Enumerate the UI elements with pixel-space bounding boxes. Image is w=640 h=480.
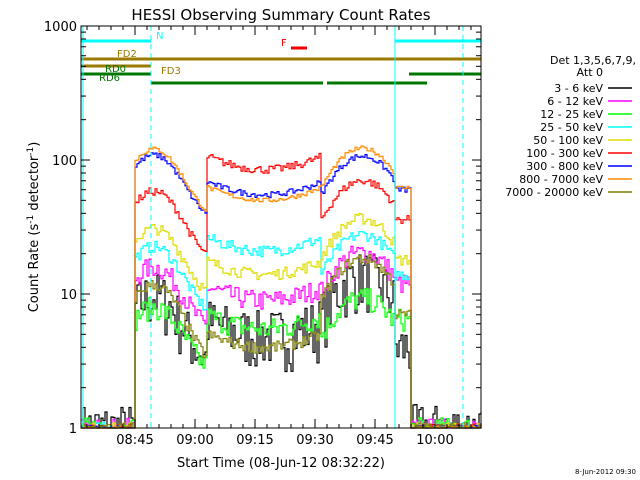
legend-label: 300 - 800 keV bbox=[526, 160, 603, 173]
series-lines bbox=[81, 145, 482, 429]
legend-label: 800 - 7000 keV bbox=[519, 173, 603, 186]
segment-markers bbox=[82, 26, 464, 428]
x-tick-label: 09:45 bbox=[356, 433, 393, 448]
legend-label: 12 - 25 keV bbox=[540, 108, 603, 121]
x-tick-label: 09:30 bbox=[296, 433, 333, 448]
series-line bbox=[81, 152, 482, 429]
y-label-part-2: detector bbox=[27, 155, 42, 215]
x-axis-label: Start Time (08-Jun-12 08:32:22) bbox=[177, 456, 385, 471]
series-line bbox=[81, 287, 481, 429]
y-label-sup-1: -1 bbox=[26, 215, 36, 224]
flag-label: RD6 bbox=[99, 73, 120, 84]
y-axis-label: Count Rate (s-1 detector-1) bbox=[26, 142, 42, 313]
series-line bbox=[81, 245, 482, 429]
x-tick-label: 09:15 bbox=[236, 433, 273, 448]
legend-label: 25 - 50 keV bbox=[540, 121, 603, 134]
series-line bbox=[81, 152, 481, 429]
series-line bbox=[81, 231, 482, 429]
y-tick-label: 1000 bbox=[44, 20, 77, 35]
flag-label: N bbox=[156, 31, 163, 42]
legend-title-line-2: Att 0 bbox=[577, 66, 603, 79]
flag-label: FD2 bbox=[117, 49, 137, 60]
y-label-sup-2: -1 bbox=[26, 147, 36, 156]
series-line bbox=[81, 254, 482, 429]
x-tick-label: 08:45 bbox=[116, 433, 153, 448]
timestamp: 8-Jun-2012 09:30 bbox=[575, 468, 636, 476]
y-tick-label: 1 bbox=[69, 422, 77, 437]
chart-title: HESSI Observing Summary Count Rates bbox=[131, 6, 430, 24]
legend-label: 7000 - 20000 keV bbox=[505, 186, 603, 199]
flag-label: FD3 bbox=[161, 66, 181, 77]
x-axis-ticks: 08:45 09:00 09:15 09:30 09:45 10:00 bbox=[86, 26, 472, 448]
y-axis-ticks: 1 10 100 1000 bbox=[44, 20, 481, 437]
legend-title-line-1: Det 1,3,5,6,7,9, bbox=[550, 54, 636, 67]
flag-label: RD0 bbox=[105, 64, 126, 75]
y-label-part-1: Count Rate (s bbox=[27, 224, 42, 313]
legend-label: 50 - 100 keV bbox=[533, 134, 603, 147]
y-tick-label: 10 bbox=[60, 288, 77, 303]
legend-label: 3 - 6 keV bbox=[554, 82, 603, 95]
series-line bbox=[81, 145, 482, 429]
y-tick-label: 100 bbox=[52, 154, 77, 169]
legend-label: 6 - 12 keV bbox=[547, 95, 603, 108]
x-tick-label: 10:00 bbox=[416, 433, 453, 448]
flag-label: F bbox=[281, 38, 287, 49]
series-line bbox=[81, 213, 482, 429]
legend-label: 100 - 300 keV bbox=[526, 147, 603, 160]
x-tick-label: 09:00 bbox=[176, 433, 213, 448]
plot-frame bbox=[80, 25, 482, 429]
y-label-part-3: ) bbox=[27, 142, 42, 147]
